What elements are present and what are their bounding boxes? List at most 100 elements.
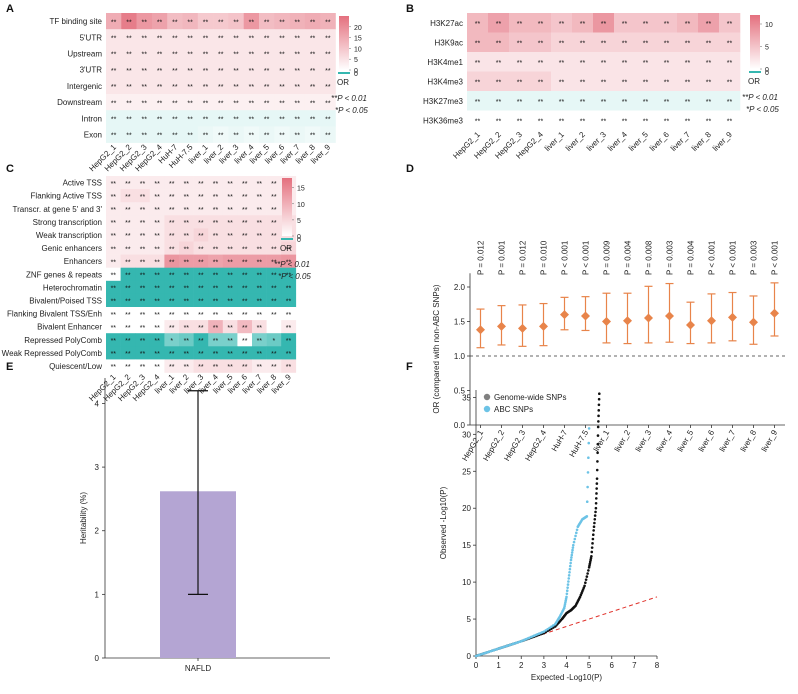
significance-mark: ** bbox=[271, 220, 277, 227]
significance-mark: ** bbox=[496, 99, 502, 106]
heatmap-cell bbox=[572, 52, 594, 72]
significance-mark: ** bbox=[496, 118, 502, 125]
heatmap-cell bbox=[136, 61, 153, 79]
heatmap-cell bbox=[179, 346, 194, 360]
heatmap-cell bbox=[281, 346, 297, 360]
heatmap-cell bbox=[252, 202, 267, 216]
y-tick-label: 0 bbox=[95, 654, 100, 663]
heatmap-cell bbox=[237, 176, 253, 190]
significance-mark: ** bbox=[664, 99, 670, 106]
heatmap-cell bbox=[164, 320, 180, 334]
significance-mark: ** bbox=[538, 99, 544, 106]
heatmap-cell bbox=[222, 176, 238, 190]
significance-mark: ** bbox=[154, 351, 160, 358]
significance-mark: ** bbox=[227, 259, 233, 266]
qq-point bbox=[585, 515, 589, 518]
significance-mark: ** bbox=[218, 117, 224, 124]
heatmap-cell bbox=[121, 126, 137, 143]
significance-mark: ** bbox=[142, 117, 148, 124]
heatmap-cell bbox=[120, 320, 136, 334]
significance-mark: ** bbox=[706, 99, 712, 106]
p-value-label: P = 0.003 bbox=[666, 240, 675, 275]
heatmap-cell bbox=[106, 254, 121, 268]
significance-mark: ** bbox=[227, 286, 233, 293]
heatmap-cell bbox=[120, 215, 136, 229]
significance-mark: ** bbox=[475, 118, 481, 125]
significance-mark: ** bbox=[496, 79, 502, 86]
significance-mark: ** bbox=[169, 207, 175, 214]
heatmap-cell bbox=[208, 189, 224, 203]
significance-mark: ** bbox=[198, 325, 204, 332]
heatmap-cell bbox=[281, 320, 297, 334]
row-label: Exon bbox=[84, 131, 102, 140]
significance-mark: ** bbox=[111, 233, 117, 240]
heatmap-cell bbox=[164, 307, 180, 321]
significance-mark: ** bbox=[111, 133, 117, 140]
heatmap-cell bbox=[698, 110, 720, 131]
significance-mark: ** bbox=[125, 259, 131, 266]
heatmap-cell bbox=[614, 52, 636, 72]
heatmap-cell bbox=[120, 346, 136, 360]
heatmap-cell bbox=[698, 52, 720, 72]
heatmap-cell bbox=[213, 110, 229, 127]
significance-mark: ** bbox=[111, 84, 117, 91]
heatmap-cell bbox=[149, 254, 165, 268]
legend-marker bbox=[483, 393, 491, 401]
significance-mark: ** bbox=[154, 246, 160, 253]
heatmap-cell bbox=[151, 94, 168, 111]
significance-mark: ** bbox=[622, 118, 628, 125]
significance-mark: ** bbox=[125, 286, 131, 293]
qq-point bbox=[593, 518, 597, 521]
significance-mark: ** bbox=[257, 220, 263, 227]
heatmap-cell bbox=[193, 267, 209, 282]
qq-point bbox=[590, 554, 593, 558]
significance-mark: ** bbox=[142, 84, 148, 91]
qq-point bbox=[597, 409, 601, 412]
heatmap-cell bbox=[252, 189, 267, 203]
heatmap-cell bbox=[304, 110, 321, 127]
heatmap-cell bbox=[551, 52, 573, 72]
significance-mark: ** bbox=[601, 40, 607, 47]
heatmap-cell bbox=[698, 91, 720, 111]
heatmap-cell bbox=[120, 267, 136, 282]
significance-mark: ** bbox=[198, 207, 204, 214]
y-tick-label: 1.5 bbox=[454, 318, 466, 327]
heatmap-cell bbox=[274, 45, 290, 62]
heatmap-cell bbox=[120, 254, 136, 268]
significance-mark: ** bbox=[295, 133, 301, 140]
qq-point bbox=[590, 550, 594, 554]
heatmap-cell bbox=[488, 71, 510, 92]
heatmap-cell bbox=[120, 359, 136, 373]
heatmap-cell bbox=[222, 189, 238, 203]
heatmap-cell bbox=[164, 346, 180, 360]
significance-mark: ** bbox=[727, 99, 733, 106]
significance-mark: ** bbox=[685, 99, 691, 106]
heatmap-cell bbox=[208, 320, 224, 334]
heatmap-cell bbox=[635, 13, 657, 33]
y-tick-label: 4 bbox=[95, 399, 100, 408]
heatmap-cell bbox=[304, 13, 321, 30]
significance-mark: ** bbox=[154, 364, 160, 371]
heatmap-cell bbox=[237, 228, 253, 242]
panel-label-f: F bbox=[406, 361, 413, 373]
significance-mark: ** bbox=[213, 194, 219, 201]
significance-mark: ** bbox=[140, 246, 146, 253]
heatmap-cell bbox=[135, 346, 151, 360]
row-label: Quiescent/Low bbox=[49, 362, 102, 371]
significance-mark: ** bbox=[601, 21, 607, 28]
heatmap-cell bbox=[252, 359, 267, 373]
significance-mark: ** bbox=[203, 36, 209, 43]
heatmap-cell bbox=[593, 52, 615, 72]
significance-mark: ** bbox=[271, 207, 277, 214]
heatmap-cell bbox=[179, 280, 194, 295]
y-tick-label: 30 bbox=[462, 430, 471, 439]
heatmap-cell bbox=[222, 307, 238, 321]
heatmap-cell bbox=[698, 32, 720, 53]
significance-mark: ** bbox=[172, 84, 178, 91]
heatmap-cell bbox=[266, 215, 282, 229]
significance-mark: ** bbox=[517, 99, 523, 106]
heatmap-cell bbox=[149, 228, 165, 242]
significance-mark: ** bbox=[664, 79, 670, 86]
significance-mark: ** bbox=[213, 259, 219, 266]
legend-p05: *P < 0.05 bbox=[335, 106, 368, 115]
